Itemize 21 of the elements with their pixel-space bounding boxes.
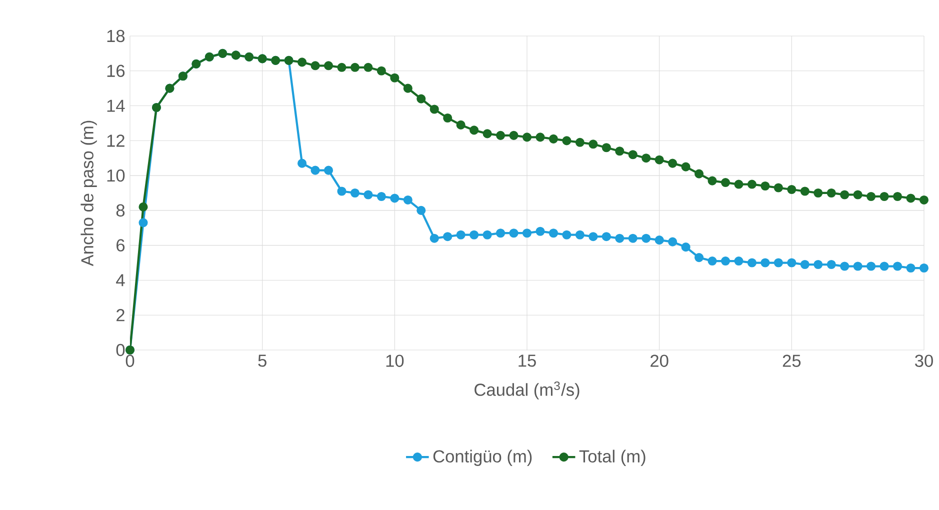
x-tick-label: 0 <box>126 354 134 367</box>
x-tick-label: 25 <box>782 354 801 367</box>
y-tick-label: 4 <box>116 274 125 286</box>
y-tick-label: 18 <box>107 30 125 42</box>
y-tick-label: 10 <box>107 169 125 182</box>
x-tick-label: 30 <box>915 354 933 367</box>
y-tick-label: 8 <box>116 204 125 217</box>
y-tick-label: 6 <box>116 239 125 252</box>
x-tick-label: 5 <box>258 354 266 367</box>
y-tick-label: 14 <box>107 100 125 112</box>
legend-label: Contigüo (m) <box>433 450 532 466</box>
x-axis-title: Caudal (m$^{3}$/s) <box>474 381 580 400</box>
y-tick-label: 16 <box>107 64 125 78</box>
legend-label: Total (m) <box>579 450 646 466</box>
y-axis-title: Ancho de paso (m) <box>80 120 97 266</box>
y-tick-label: 0 <box>116 344 125 356</box>
x-tick-label: 15 <box>518 354 536 367</box>
x-tick-label: 10 <box>386 354 404 367</box>
y-tick-label: 2 <box>116 309 124 322</box>
y-tick-label: 12 <box>107 134 124 147</box>
x-tick-label: 20 <box>650 354 668 367</box>
